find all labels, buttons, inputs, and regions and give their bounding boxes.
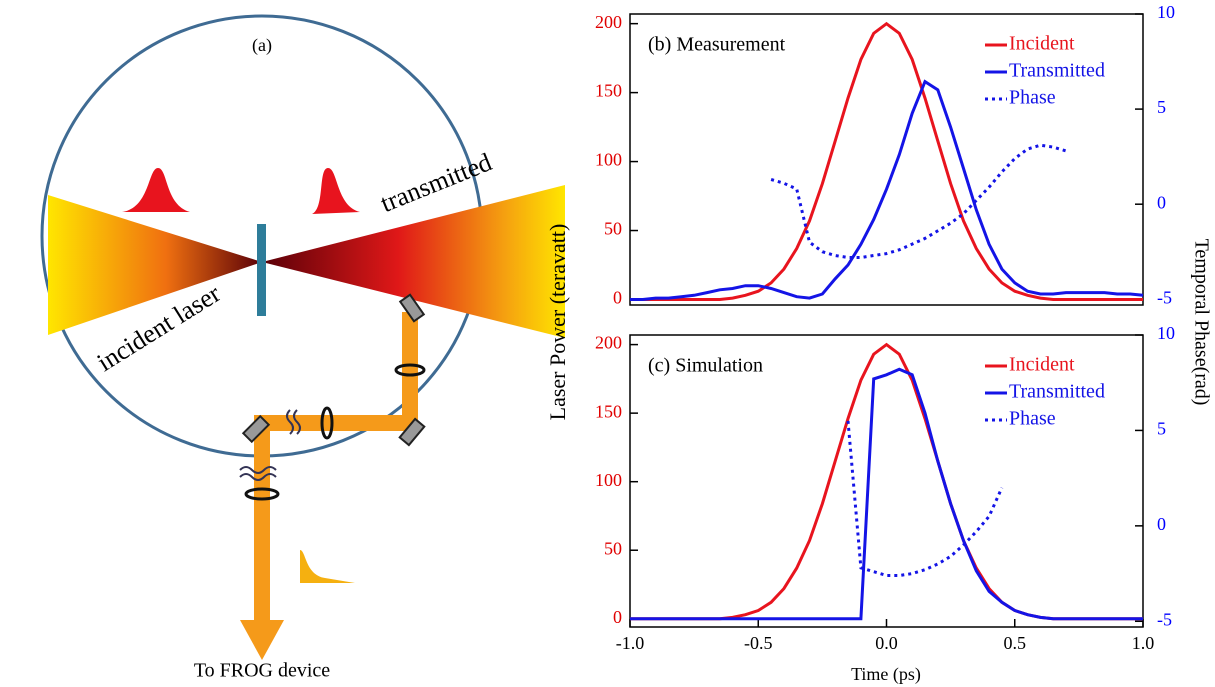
plot-frame <box>629 334 1144 628</box>
mirror <box>398 293 426 323</box>
diagram: (a) incident laser transmitted To FROG d… <box>40 14 565 682</box>
y-tick-label: 100 <box>595 470 622 490</box>
y-tick-label: 0 <box>613 288 622 308</box>
y-tick-label: 150 <box>595 401 622 421</box>
y2-tick-label: 5 <box>1157 419 1166 439</box>
y2-tick-label: -5 <box>1157 287 1172 307</box>
legend-label: Incident <box>1009 33 1075 55</box>
legend-label: Transmitted <box>1009 60 1105 82</box>
y-tick-label: 150 <box>595 81 622 101</box>
plot-frame <box>629 13 1144 306</box>
y2-tick-label: 5 <box>1157 97 1166 117</box>
target <box>257 224 266 316</box>
x-tick-label: 1.0 <box>1132 633 1155 653</box>
y-axis-label: Laser Power (teravatt) <box>545 224 570 421</box>
y-tick-label: 0 <box>613 607 622 627</box>
y-tick-label: 200 <box>595 12 622 32</box>
x-axis-label: Time (ps) <box>851 664 921 685</box>
chart-title: (b) Measurement <box>648 34 786 56</box>
sample-beam <box>254 312 418 620</box>
transmitted-beam <box>262 185 565 338</box>
lens <box>394 363 426 377</box>
y2-tick-label: 0 <box>1157 192 1166 212</box>
pulse <box>122 168 190 212</box>
x-tick-label: 0.5 <box>1004 633 1027 653</box>
break-mark <box>239 466 277 481</box>
y-tick-label: 200 <box>595 333 622 353</box>
y2-tick-label: -5 <box>1157 609 1172 629</box>
pulse <box>300 550 355 583</box>
series-line <box>630 79 1144 301</box>
legend-label: Phase <box>1009 87 1056 109</box>
mirror <box>241 414 271 444</box>
y-tick-label: 50 <box>604 538 622 558</box>
panel-label: (a) <box>252 35 272 56</box>
mirror <box>398 417 426 447</box>
x-tick-label: -1.0 <box>616 633 645 653</box>
pulse <box>312 168 360 214</box>
chart-title: (c) Simulation <box>648 355 763 377</box>
legend-label: Phase <box>1009 408 1056 430</box>
lens <box>320 406 334 440</box>
legend-label: Incident <box>1009 354 1075 376</box>
y2-tick-label: 10 <box>1157 323 1175 343</box>
legend-label: Transmitted <box>1009 381 1105 403</box>
y-tick-label: 100 <box>595 150 622 170</box>
y2-tick-label: 10 <box>1157 2 1175 22</box>
y2-tick-label: 0 <box>1157 514 1166 534</box>
y-tick-label: 50 <box>604 219 622 239</box>
arrow <box>240 620 284 660</box>
series-line <box>630 21 1143 301</box>
break-mark <box>286 409 301 435</box>
x-tick-label: -0.5 <box>744 633 773 653</box>
x-tick-label: 0.0 <box>875 633 898 653</box>
y2-axis-label: Temporal Phase(rad) <box>1190 239 1212 406</box>
series-line <box>630 367 1143 621</box>
series-line <box>770 143 1067 259</box>
output-label: To FROG device <box>194 660 330 682</box>
lens <box>244 487 280 501</box>
incident-beam <box>48 195 262 335</box>
